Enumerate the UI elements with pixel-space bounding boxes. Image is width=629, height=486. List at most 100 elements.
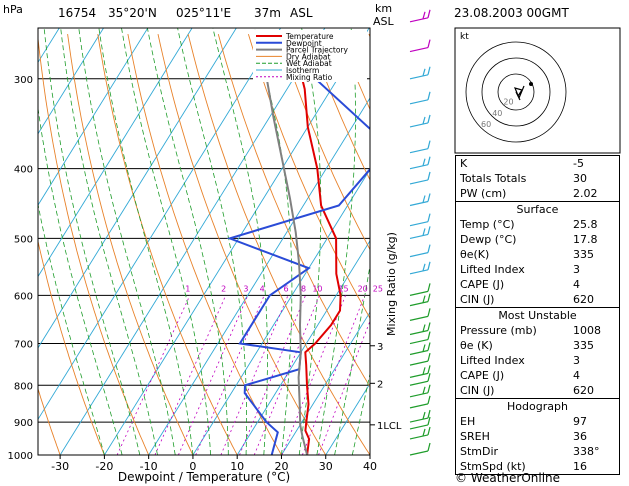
isotherm--80 (38, 28, 104, 135)
km-tick-label: 2 (377, 379, 383, 390)
station-lat: 35°20'N (108, 6, 157, 20)
mixing-ratio-line (116, 295, 191, 455)
km-tick-label: 3 (377, 342, 383, 353)
wind-barb (409, 424, 429, 430)
dry-adiabat (247, 33, 370, 320)
index-row: Totals Totals 30 (456, 171, 619, 186)
wind-barb (409, 269, 429, 275)
plot-frame (37, 27, 371, 456)
wind-barbs (409, 9, 431, 456)
legend-entry: Isotherm (286, 66, 319, 75)
wet-adiabat (38, 105, 123, 455)
wind-barb-flag (427, 244, 431, 253)
mixing-ratio-line (301, 295, 366, 455)
wind-barb (409, 329, 429, 336)
dry-adiabat (67, 34, 194, 455)
wind-barb-flag (422, 68, 426, 76)
wind-barb (409, 148, 429, 154)
mixing-ratio-label: 4 (260, 284, 265, 293)
wind-barb-flag (427, 156, 431, 165)
wet-adiabat (121, 28, 211, 455)
wind-barb-flag (427, 365, 431, 374)
index-label: K (460, 157, 468, 170)
pressure-tick-1000: 1000 (8, 451, 33, 462)
most-unstable-label: Pressure (mb) (460, 324, 537, 337)
series-dewpoint (226, 33, 370, 455)
wind-barb-flag (422, 263, 426, 271)
hodograph-table-box: Hodograph EH 97 SREH 36 StmDir 338° StmSpd (kt… (455, 398, 620, 475)
pressure-tick-300: 300 (14, 75, 33, 86)
wind-barb-flag (427, 426, 431, 436)
most-unstable-row: Pressure (mb) 1008 (456, 323, 619, 338)
wind-barb-flag (427, 114, 431, 124)
temp-tick-20: 20 (274, 460, 288, 473)
wind-barb-flag (427, 395, 431, 405)
wind-barb (409, 164, 429, 170)
hodograph-table-value: 16 (573, 460, 587, 473)
surface-label: θe(K) (460, 248, 490, 261)
hodograph-storm-motion (529, 82, 533, 86)
wind-barb-flag (422, 367, 426, 375)
isotherm--30 (59, 28, 326, 455)
wind-barb-flag (427, 213, 431, 222)
surface-label: Lifted Index (460, 263, 525, 276)
dry-adiabat (278, 33, 370, 251)
wind-barb-flag (422, 116, 426, 125)
wet-adiabat (334, 263, 370, 455)
mixing-ratio-label: 25 (373, 284, 383, 293)
surface-value: 620 (573, 293, 594, 306)
index-value: 2.02 (573, 187, 598, 200)
wind-barb-flag (422, 344, 426, 352)
wind-barb-flag (427, 331, 431, 340)
wind-barb-flag (427, 9, 431, 18)
surface-row: Dewp (°C) 17.8 (456, 232, 619, 247)
wind-barb-flag (422, 295, 426, 303)
surface-row: CAPE (J) 4 (456, 277, 619, 292)
wind-barb (409, 74, 429, 80)
hodograph-table-row: StmSpd (kt) 16 (456, 459, 619, 474)
index-label: PW (cm) (460, 187, 507, 200)
most-unstable-row: CAPE (J) 4 (456, 368, 619, 383)
legend-entry: Dry Adiabat (286, 52, 330, 61)
surface-value: 3 (573, 263, 580, 276)
wind-barb (409, 99, 429, 105)
station-asl: ASL (290, 6, 313, 20)
index-value: 30 (573, 172, 587, 185)
hodograph-table-value: 97 (573, 415, 587, 428)
pressure-tick-900: 900 (14, 418, 33, 429)
wind-barb-flag (427, 39, 431, 48)
isotherm--60 (38, 28, 193, 278)
wind-barb (409, 301, 429, 307)
dry-adiabat (127, 34, 282, 455)
most-unstable-value: 620 (573, 384, 594, 397)
indices-box: K -5 Totals Totals 30 PW (cm) 2.02 (455, 155, 620, 201)
hodograph-table-row: SREH 36 (456, 429, 619, 444)
wind-barb (409, 392, 429, 398)
hodograph-ring (481, 57, 551, 127)
most-unstable-row: Lifted Index 3 (456, 353, 619, 368)
surface-value: 4 (573, 278, 580, 291)
hodograph-frame (454, 27, 621, 154)
most-unstable-row: CIN (J) 620 (456, 383, 619, 398)
most-unstable-title: Most Unstable (498, 309, 577, 322)
temp-tick--30: -30 (51, 460, 69, 473)
mixing-ratio-label: 3 (243, 284, 248, 293)
wet-adiabat (351, 372, 370, 455)
mixing-ratio-label: 6 (283, 284, 288, 293)
most-unstable-box: Most Unstable Pressure (mb) 1008 θe (K) 335… (455, 307, 620, 398)
wind-barb-flag (427, 226, 431, 235)
mixing-ratio-line (220, 295, 289, 455)
wind-barb (409, 17, 429, 23)
wind-barb (409, 450, 429, 456)
most-unstable-label: CIN (J) (460, 384, 495, 397)
surface-row: CIN (J) 620 (456, 292, 619, 307)
legend-entry: Wet Adiabat (286, 59, 332, 68)
index-value: -5 (573, 157, 584, 170)
legend-entry: Dewpoint (286, 39, 322, 48)
wind-barb-flag (422, 411, 426, 420)
hodograph-table-row: StmDir 338° (456, 444, 619, 459)
surface-label: Dewp (°C) (460, 233, 517, 246)
dry-adiabat (308, 33, 370, 181)
mixing-ratio-label: 1 (185, 284, 190, 293)
hodograph-ring (465, 41, 567, 143)
